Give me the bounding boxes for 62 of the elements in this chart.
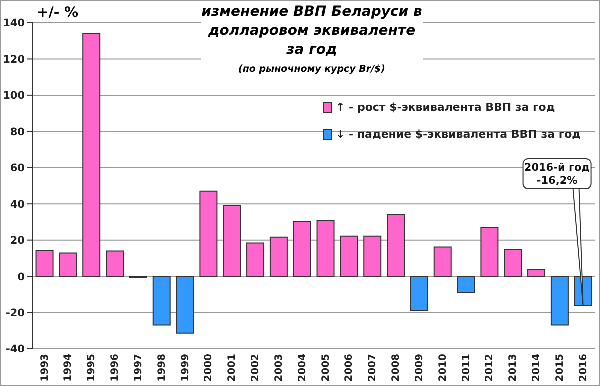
bar [480,227,499,278]
x-tick-label: 2000 [204,354,215,382]
x-tick-label: 2012 [484,354,496,382]
chart-title: изменение ВВП Беларуси в долларовом эквиваленте за год [202,4,422,58]
x-tick-label: 2015 [554,354,566,382]
x-tick-label: 1998 [156,354,168,382]
x-tick-label: 1997 [133,354,144,382]
y-tick-label: 40 [10,198,25,211]
x-tick-label: 2016 [578,354,590,382]
bar [457,276,476,294]
y-tick-label: 100 [3,90,25,102]
y-tick-label: 140 [3,18,25,30]
x-tick-label: 2006 [344,354,356,382]
legend-label: ↓ - падение $-эквивалента ВВП за год [336,128,582,141]
bar [528,269,546,278]
x-tick-label: 2001 [227,354,238,382]
bar [246,242,265,278]
bar [410,276,428,312]
y-tick-label: -40 [6,344,25,356]
y-tick-label: 120 [3,54,25,66]
annotation: 2016-й год -16,2% [524,162,590,187]
y-axis-title: +/- % [37,5,79,21]
x-tick-label: 2013 [508,354,520,382]
bar [316,220,335,278]
x-tick-label: 1995 [86,354,98,382]
bar [293,221,312,278]
x-tick-label: 2003 [274,354,285,382]
x-tick-label: 1996 [110,354,122,382]
x-tick-label: 2005 [320,354,332,382]
bar [152,276,171,326]
bar [387,214,406,278]
x-tick-label: 2011 [461,354,472,382]
bar [434,246,452,278]
bar [59,252,78,278]
y-tick-label: 20 [10,235,25,248]
bar [364,236,382,278]
x-tick-label: 2008 [391,354,402,382]
bar [270,236,288,278]
x-tick-label: 1994 [63,354,74,382]
x-tick-label: 2010 [438,354,449,382]
x-tick-label: 2002 [250,354,262,382]
bar [200,190,218,278]
legend-label: ↑ - рост $-эквивалента ВВП за год [336,101,556,114]
bar [340,236,358,278]
x-tick-label: 2007 [368,354,379,382]
x-tick-label: 2004 [297,354,308,382]
x-tick-label: 2014 [532,354,543,382]
bar [504,249,522,278]
y-tick-label: -20 [6,308,25,320]
bar [176,276,194,334]
text: (по рыночному курсу Br/$) [237,63,387,77]
y-tick-label: 60 [10,162,25,175]
bar [106,250,124,278]
y-tick-label: 80 [10,126,25,138]
x-tick-label: 1999 [180,354,192,382]
x-tick-label: 2009 [414,354,426,382]
bar [82,33,101,278]
bar [550,276,569,326]
bar [223,205,242,278]
y-tick-label: 0 [18,271,25,284]
bar [36,250,54,278]
x-tick-label: 1993 [40,354,51,382]
